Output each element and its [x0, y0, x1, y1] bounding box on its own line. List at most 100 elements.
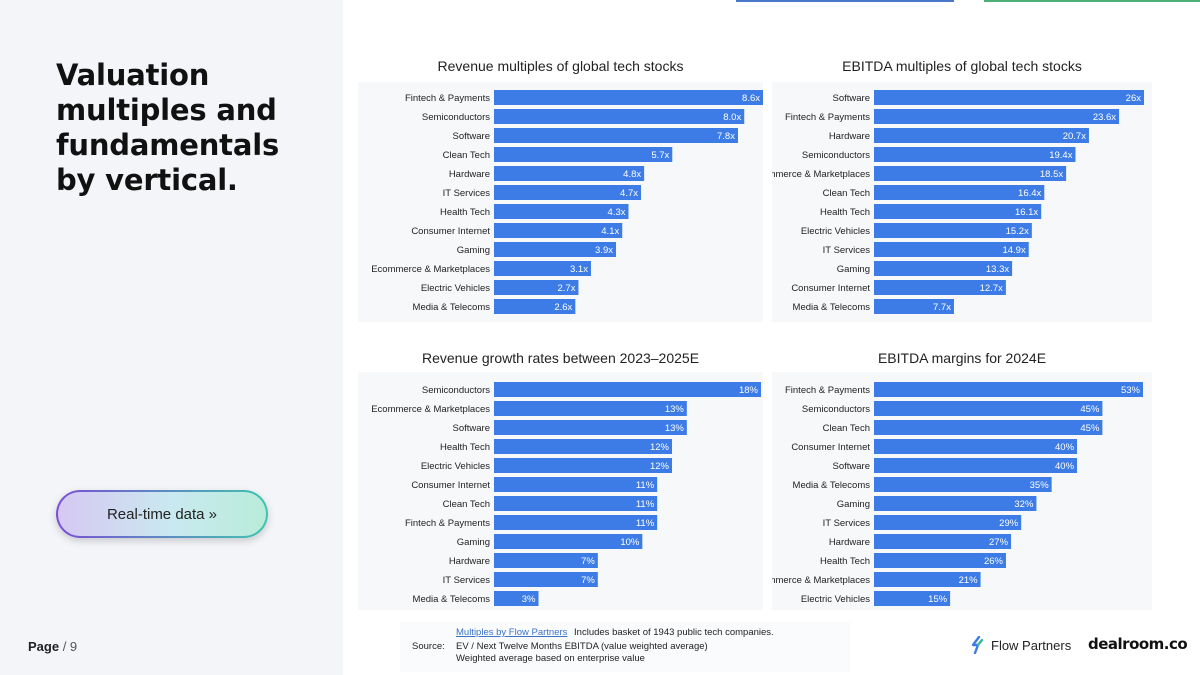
revenue-growth-plot: Semiconductors 18% Ecommerce & Marketplace…: [371, 382, 761, 606]
source-footer: Source: Multiples by Flow Partners Inclu…: [400, 622, 850, 672]
bar: [494, 166, 645, 181]
bar: [874, 553, 1006, 568]
value-label: 45%: [1080, 404, 1100, 415]
value-label: 11%: [636, 499, 655, 510]
value-label: 8.0x: [723, 112, 741, 123]
bar: [494, 90, 763, 105]
category-label: Clean Tech: [823, 423, 870, 434]
value-label: 7%: [581, 575, 595, 586]
value-label: 3.1x: [570, 264, 588, 275]
flow-partners-link[interactable]: Multiples by Flow Partners: [456, 627, 568, 638]
real-time-data-button[interactable]: Real-time data »: [56, 490, 268, 538]
category-label: Software: [453, 131, 491, 142]
value-label: 4.3x: [608, 207, 626, 218]
bar: [874, 128, 1089, 143]
category-label: Media & Telecoms: [413, 594, 491, 605]
category-label: Fintech & Payments: [785, 385, 870, 396]
category-label: Gaming: [837, 499, 870, 510]
value-label: 26%: [984, 556, 1004, 567]
bar: [874, 223, 1032, 238]
top-accent-line-green: [984, 0, 1200, 2]
page-separator: /: [59, 639, 70, 654]
category-label: Ecommerce & Marketplaces: [371, 404, 490, 415]
category-label: Health Tech: [820, 207, 870, 218]
category-label: Electric Vehicles: [801, 226, 870, 237]
category-label: Hardware: [449, 169, 490, 180]
bar: [874, 496, 1037, 511]
category-label: Clean Tech: [443, 150, 490, 161]
real-time-data-label: Real-time data »: [58, 492, 266, 536]
bar: [874, 382, 1143, 397]
value-label: 4.7x: [620, 188, 638, 199]
bar: [874, 299, 954, 314]
bar: [874, 591, 951, 606]
left-panel: [0, 0, 343, 675]
category-label: Hardware: [449, 556, 490, 567]
category-label: Consumer Internet: [411, 226, 490, 237]
bar: [494, 572, 598, 587]
value-label: 12%: [650, 442, 670, 453]
bar: [494, 299, 576, 314]
bar: [874, 515, 1022, 530]
value-label: 15%: [928, 594, 948, 605]
value-label: 4.1x: [601, 226, 619, 237]
bar: [494, 204, 629, 219]
value-label: 35%: [1030, 480, 1050, 491]
chart-title: EBITDA multiples of global tech stocks: [842, 58, 1082, 74]
bar: [494, 515, 658, 530]
value-label: 7.8x: [717, 131, 735, 142]
value-label: 10%: [620, 537, 640, 548]
bar: [494, 147, 673, 162]
chart-title: EBITDA margins for 2024E: [877, 350, 1047, 366]
category-label: IT Services: [443, 575, 491, 586]
value-label: 40%: [1055, 461, 1075, 472]
source-label: Source:: [412, 641, 445, 652]
value-label: 4.8x: [623, 169, 641, 180]
value-label: 18.5x: [1040, 169, 1063, 180]
revenue-multiples-plot: Fintech & Payments 8.6x Semiconductors 8.0x…: [371, 90, 763, 314]
value-label: 15.2x: [1006, 226, 1029, 237]
bar: [874, 261, 1013, 276]
value-label: 16.1x: [1015, 207, 1038, 218]
bar: [494, 185, 642, 200]
bar: [874, 477, 1052, 492]
category-label: Software: [833, 461, 871, 472]
category-label: Hardware: [829, 537, 870, 548]
bar: [874, 534, 1012, 549]
value-label: 13%: [665, 404, 685, 415]
bar: [494, 401, 687, 416]
category-label: IT Services: [443, 188, 491, 199]
bar: [874, 242, 1029, 257]
value-label: 27%: [989, 537, 1009, 548]
value-label: 53%: [1121, 385, 1141, 396]
bar: [874, 401, 1103, 416]
value-label: 11%: [636, 518, 655, 529]
category-label: Gaming: [457, 537, 490, 548]
value-label: 18%: [739, 385, 759, 396]
bar: [494, 591, 539, 606]
bar: [494, 420, 687, 435]
category-label: Semiconductors: [422, 385, 490, 396]
value-label: 13%: [665, 423, 685, 434]
source-notes: Multiples by Flow Partners Includes bask…: [456, 627, 774, 665]
bar: [874, 572, 981, 587]
chart-revenue-growth: Revenue growth rates between 2023–2025E …: [358, 332, 763, 610]
category-label: IT Services: [823, 245, 871, 256]
value-label: 3%: [522, 594, 536, 605]
category-label: Media & Telecoms: [793, 302, 871, 313]
chart-ebitda-multiples: EBITDA multiples of global tech stocks S…: [772, 40, 1152, 322]
flow-partners-mark-icon: [971, 636, 984, 654]
chart-title: Revenue growth rates between 2023–2025E: [421, 350, 700, 366]
value-label: 13.3x: [986, 264, 1009, 275]
bar: [494, 496, 658, 511]
value-label: 3.9x: [595, 245, 613, 256]
bar: [874, 147, 1076, 162]
category-label: Health Tech: [440, 442, 490, 453]
value-label: 7.7x: [933, 302, 951, 313]
bar: [874, 204, 1042, 219]
value-label: 26x: [1126, 93, 1142, 104]
category-label: Fintech & Payments: [405, 93, 490, 104]
value-label: 16.4x: [1018, 188, 1041, 199]
value-label: 12%: [650, 461, 670, 472]
bar: [494, 280, 579, 295]
